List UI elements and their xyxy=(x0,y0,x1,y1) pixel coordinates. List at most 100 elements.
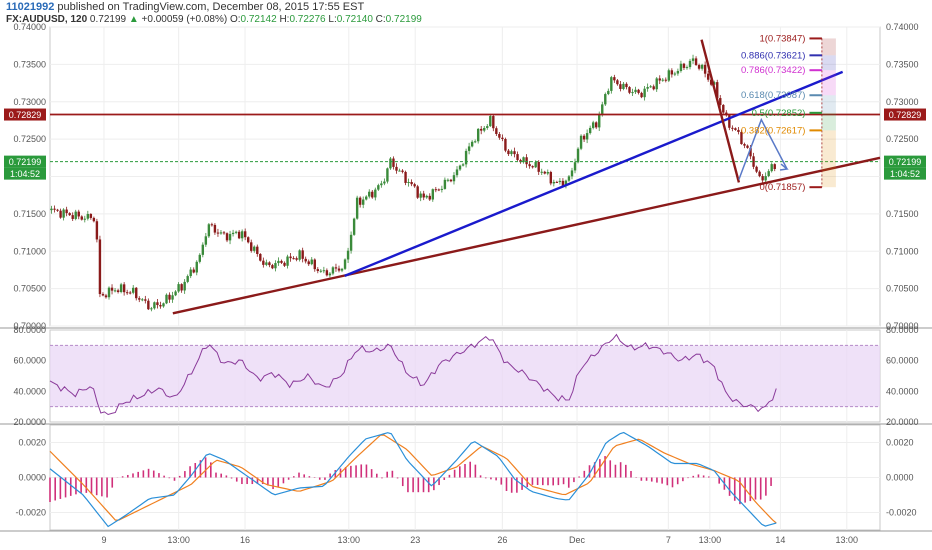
candle-body xyxy=(573,162,577,171)
candle-body xyxy=(473,141,477,143)
candle-body xyxy=(446,179,450,181)
candle-body xyxy=(749,147,752,157)
candle-body xyxy=(761,176,764,181)
candle-body xyxy=(234,231,238,233)
macd-tick-label-left: 0.0000 xyxy=(18,473,46,483)
candle-body xyxy=(404,171,407,183)
candle-body xyxy=(358,197,362,205)
candle-body xyxy=(171,295,174,300)
candle-body xyxy=(476,128,480,142)
candle-body xyxy=(522,157,525,163)
candle-body xyxy=(564,180,568,187)
candle-body xyxy=(591,122,595,128)
candle-body xyxy=(219,232,223,234)
candle-body xyxy=(365,196,368,200)
rsi-tick-label-left: 40.0000 xyxy=(13,386,46,396)
candle-body xyxy=(71,215,74,219)
symbol-label[interactable]: FX:AUDUSD, 120 xyxy=(6,14,88,25)
candle-body xyxy=(652,86,655,90)
candle-body xyxy=(128,292,132,294)
candle-body xyxy=(449,179,453,182)
candle-body xyxy=(392,158,395,167)
candle-body xyxy=(174,291,177,296)
high-label: H: xyxy=(279,14,290,25)
candle-body xyxy=(610,77,613,91)
rsi-tick-label-right: 80.0000 xyxy=(886,325,919,335)
candle-body xyxy=(401,170,404,172)
candle-body xyxy=(168,294,171,300)
rising-support-red-trendline xyxy=(172,156,881,315)
x-tick-label: 14 xyxy=(775,535,785,545)
candle-body xyxy=(691,58,695,61)
candle-body xyxy=(186,276,189,282)
candle-body xyxy=(464,150,468,165)
candle-body xyxy=(141,299,144,301)
candle-body xyxy=(138,298,141,300)
candle-body xyxy=(250,242,253,251)
candle-body xyxy=(192,269,195,273)
candle-body xyxy=(346,250,350,260)
fib-level-label: 1(0.73847) xyxy=(759,33,805,44)
candle-body xyxy=(697,65,701,69)
candle-body xyxy=(431,189,434,200)
candle-body xyxy=(537,162,540,172)
price-tick-label-right: 0.70500 xyxy=(886,284,919,294)
macd-tick-label-left: 0.0020 xyxy=(18,438,46,448)
candle-body xyxy=(480,128,483,131)
candle-body xyxy=(50,208,53,211)
price-tick-label-left: 0.74000 xyxy=(13,22,46,32)
candle-body xyxy=(773,164,776,170)
candle-body xyxy=(256,246,259,254)
candle-body xyxy=(210,224,214,226)
candle-body xyxy=(700,64,704,69)
candle-body xyxy=(310,259,313,265)
countdown-tag-left-bg xyxy=(4,167,46,180)
candle-body xyxy=(237,231,241,239)
fib-zone xyxy=(821,70,836,96)
candle-body xyxy=(240,231,244,239)
candle-body xyxy=(655,78,658,90)
x-tick-label: 23 xyxy=(410,535,420,545)
price-tick-label-left: 0.73500 xyxy=(13,59,46,69)
candle-body xyxy=(68,213,71,216)
candle-body xyxy=(259,253,262,261)
low-value: 0.72140 xyxy=(336,14,373,25)
candle-body xyxy=(719,98,722,105)
candle-body xyxy=(458,165,462,170)
candle-body xyxy=(150,308,153,310)
candle-body xyxy=(743,144,746,146)
candle-body xyxy=(374,189,377,198)
x-tick-label: 13:00 xyxy=(167,535,190,545)
open-value: 0.72142 xyxy=(240,14,277,25)
candle-body xyxy=(59,210,62,218)
candle-body xyxy=(510,151,513,155)
candle-body xyxy=(679,63,683,71)
candle-body xyxy=(428,195,431,200)
candle-body xyxy=(525,157,528,165)
countdown-tag-right: 1:04:52 xyxy=(890,169,920,179)
candle-body xyxy=(322,270,326,272)
candle-body xyxy=(770,164,773,172)
candle-body xyxy=(619,84,622,89)
fib-zone xyxy=(821,38,836,56)
candle-body xyxy=(501,137,504,140)
rsi-tick-label-left: 80.0000 xyxy=(13,325,46,335)
candle-body xyxy=(243,231,247,238)
candle-body xyxy=(144,299,147,301)
candle-body xyxy=(228,234,232,241)
publisher-id[interactable]: 11021992 xyxy=(6,1,55,13)
candle-body xyxy=(277,260,280,264)
candle-body xyxy=(585,133,589,140)
candle-body xyxy=(752,156,755,167)
candle-body xyxy=(709,79,713,85)
candle-body xyxy=(398,170,401,172)
fib-level-label: 0(0.71857) xyxy=(759,182,805,193)
candle-body xyxy=(295,258,298,260)
candle-body xyxy=(83,218,86,220)
projection-arrow xyxy=(738,117,788,180)
candle-body xyxy=(486,126,489,128)
candle-body xyxy=(637,89,640,93)
fib-zone xyxy=(821,130,836,188)
symbol-info: FX:AUDUSD, 120 0.72199 ▲ +0.00059 (+0.08… xyxy=(6,14,422,25)
